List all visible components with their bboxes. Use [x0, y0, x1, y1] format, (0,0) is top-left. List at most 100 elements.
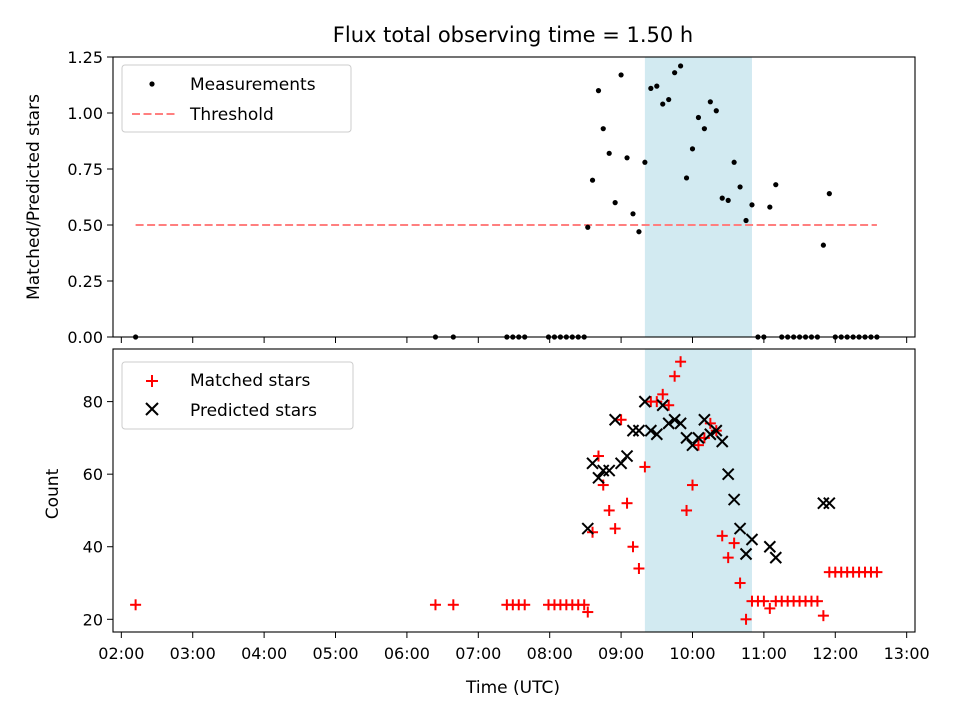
predicted-star-point	[662, 417, 675, 430]
matched-star-point	[582, 606, 594, 618]
predicted-star-point	[698, 413, 711, 426]
bottom-x-tick-label: 08:00	[527, 644, 573, 663]
matched-star-point	[519, 599, 531, 611]
matched-star-point	[681, 504, 693, 516]
matched-star-point	[615, 414, 627, 426]
measurement-point	[719, 195, 725, 201]
measurement-point	[701, 126, 707, 132]
predicted-star-point	[763, 540, 777, 553]
predicted-x-b	[721, 467, 735, 481]
matched-star-point	[722, 552, 734, 564]
predicted-star-point	[638, 395, 652, 408]
top-y-axis-label: Matched/Predicted stars	[24, 94, 44, 300]
top-plot: 0.00 0.25 0.50 0.75 1.00 1.25 Matched/Predict…	[24, 48, 916, 347]
measurement-point	[648, 85, 654, 91]
matched-star-point	[728, 537, 740, 549]
legend-matched-marker	[146, 375, 158, 387]
predicted-x-b	[668, 413, 681, 426]
top-y-tick-label: 1.25	[67, 48, 103, 67]
predicted-x-b	[620, 449, 634, 463]
bottom-plot-marks	[130, 356, 883, 625]
bottom-x-axis-label: Time (UTC)	[465, 678, 560, 698]
measurement-point	[689, 146, 696, 152]
bottom-y-tick-label: 80	[83, 393, 103, 412]
predicted-x-b	[662, 417, 675, 430]
predicted-x-b	[698, 413, 711, 426]
matched-star-point	[817, 610, 829, 622]
predicted-star-point	[644, 424, 658, 437]
matched-star-point	[734, 577, 746, 589]
predicted-x-b	[704, 428, 717, 441]
bottom-x-tick-label: 10:00	[669, 644, 715, 663]
matched-star-point	[621, 497, 633, 509]
top-x-ticks	[120, 337, 908, 343]
matched-star-point	[675, 356, 687, 368]
predicted-x-b	[710, 424, 723, 437]
predicted-x-b	[656, 399, 669, 412]
measurement-point	[666, 96, 672, 103]
measurement-point	[624, 155, 630, 161]
predicted-star-point	[608, 413, 622, 426]
bottom-x-tick-label: 03:00	[170, 644, 216, 663]
matched-star-point	[811, 595, 823, 607]
measurement-point	[660, 101, 666, 107]
bottom-x-tick-label: 06:00	[384, 644, 430, 663]
bottom-x-tick-label: 07:00	[455, 644, 501, 663]
predicted-x-b	[644, 424, 658, 437]
matched-star-point	[758, 595, 770, 607]
measurement-point	[630, 211, 636, 217]
bottom-y-axis: 20 40 60 80	[83, 393, 113, 629]
predicted-x-b	[733, 522, 747, 535]
matched-star-point	[871, 566, 883, 578]
predicted-x-b	[608, 413, 622, 426]
matched-star-point	[657, 388, 669, 400]
predicted-star-point	[602, 464, 616, 477]
matched-star-point	[663, 399, 675, 411]
predicted-x-b	[692, 431, 705, 445]
predicted-x-b	[823, 496, 836, 510]
measurement-point	[618, 72, 624, 78]
predicted-star-point	[626, 424, 640, 437]
bottom-y-tick-label: 60	[83, 465, 103, 484]
legend-matched-label: Matched stars	[190, 371, 310, 391]
predicted-star-point	[632, 424, 646, 437]
predicted-star-point	[581, 522, 594, 535]
measurement-point	[642, 159, 648, 165]
measurement-point	[636, 229, 642, 235]
top-legend: Measurements Threshold	[121, 64, 352, 133]
bottom-x-tick-label: 09:00	[598, 644, 644, 663]
matched-star-point	[686, 479, 698, 491]
measurement-point	[820, 242, 826, 248]
measurement-point	[743, 217, 749, 224]
predicted-x-b	[638, 395, 652, 408]
top-y-tick-label: 0.25	[67, 272, 103, 291]
legend-threshold-label: Threshold	[189, 105, 274, 125]
measurement-point	[737, 184, 743, 190]
predicted-star-point	[692, 431, 705, 445]
measurement-point	[595, 88, 602, 94]
legend-predicted-marker	[145, 402, 159, 416]
measurement-point	[695, 114, 702, 121]
matched-star-point	[130, 599, 142, 611]
top-plot-marks	[133, 63, 880, 340]
legend-measurements-label: Measurements	[190, 75, 316, 95]
predicted-x-b	[769, 551, 782, 564]
bottom-legend: Matched stars Predicted stars	[121, 361, 354, 430]
predicted-star-point	[727, 493, 741, 506]
matched-star-point	[429, 599, 441, 611]
matched-star-point	[627, 541, 639, 553]
predicted-x-b	[727, 493, 741, 506]
observing-window-band-top	[644, 57, 752, 337]
predicted-x-b	[680, 431, 693, 445]
legend-measurements-marker	[149, 81, 155, 87]
top-legend-box	[121, 64, 352, 133]
predicted-star-point	[586, 457, 599, 470]
measurement-point	[654, 83, 660, 89]
predicted-x-b	[632, 424, 646, 437]
matched-star-point	[692, 439, 704, 451]
predicted-star-point	[823, 496, 836, 510]
predicted-star-point	[721, 467, 735, 481]
predicted-star-point	[733, 522, 747, 535]
predicted-star-point	[656, 399, 669, 412]
